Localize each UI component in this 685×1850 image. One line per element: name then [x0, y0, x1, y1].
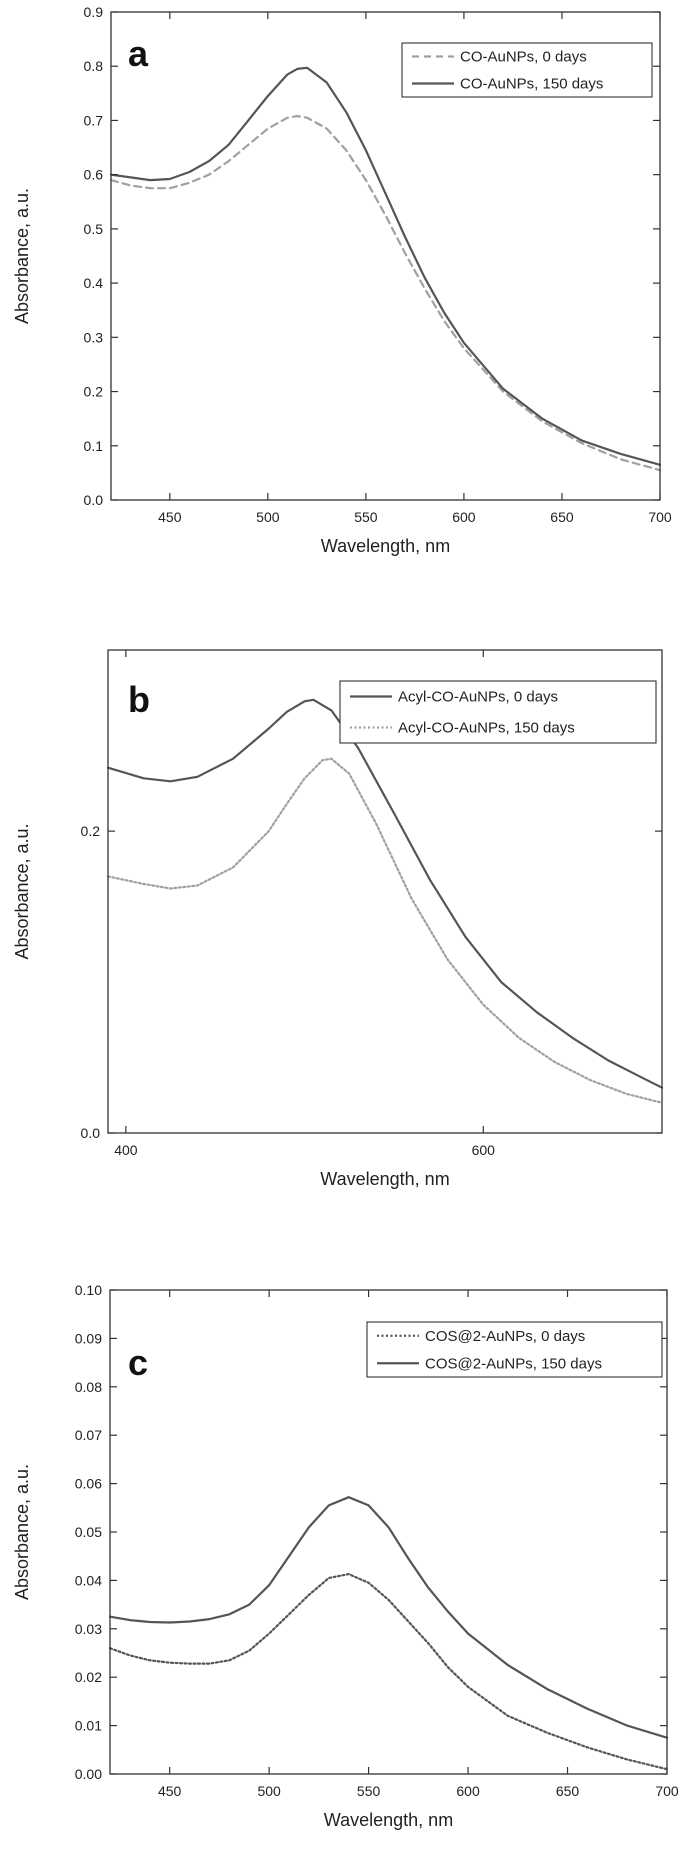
series-line-1: [109, 115, 662, 472]
legend-box: [401, 42, 653, 98]
legend-label-1: COS@2-AuNPs, 0 days: [425, 1328, 585, 1345]
series-line-2: [109, 66, 662, 466]
x-tick-label: 700: [648, 509, 672, 525]
x-tick-label: 450: [158, 509, 182, 525]
y-tick-label: 0.0: [81, 1125, 101, 1141]
x-tick-label: 600: [472, 1142, 496, 1158]
x-tick-label: 700: [655, 1783, 679, 1799]
legend-label-2: CO-AuNPs, 150 days: [460, 76, 603, 93]
y-tick-label: 0.09: [75, 1330, 102, 1346]
chart-panel-a: 450 500 550 600 650 700 0.0 0.1 0.2 0.3 0.4 0.5 0.6 0…: [12, 4, 672, 556]
y-tick-label: 0.08: [75, 1379, 102, 1395]
panel-letter: a: [128, 33, 149, 74]
x-tick-label: 500: [257, 1783, 281, 1799]
legend-box: [366, 1321, 663, 1378]
y-tick-label: 0.07: [75, 1427, 102, 1443]
y-axis-title: Absorbance, a.u.: [12, 1464, 32, 1600]
legend-box: [339, 680, 657, 744]
y-tick-label: 0.03: [75, 1621, 102, 1637]
y-tick-label: 0.2: [81, 823, 101, 839]
y-tick-label: 0.01: [75, 1718, 102, 1734]
x-axis-title: Wavelength, nm: [320, 1169, 449, 1189]
y-tick-label: 0.8: [84, 58, 104, 74]
panel-letter: c: [128, 1342, 148, 1383]
chart-panel-c: 450 500 550 600 650 700 0.00 0.01 0.02 0.03 0.04 0.…: [12, 1282, 679, 1830]
y-tick-label: 0.04: [75, 1572, 102, 1588]
x-tick-label: 550: [354, 509, 378, 525]
legend: CO-AuNPs, 0 days CO-AuNPs, 150 days: [401, 42, 653, 98]
x-tick-label: 400: [114, 1142, 138, 1158]
legend-label-2: Acyl-CO-AuNPs, 150 days: [398, 720, 575, 737]
plot-frame: [107, 649, 663, 1134]
legend: Acyl-CO-AuNPs, 0 days Acyl-CO-AuNPs, 150 …: [339, 680, 657, 744]
series-line-2: [106, 757, 664, 1104]
y-tick-label: 0.9: [84, 4, 104, 20]
x-tick-label: 650: [556, 1783, 580, 1799]
legend: COS@2-AuNPs, 0 days COS@2-AuNPs, 150 days: [366, 1321, 663, 1378]
x-axis-title: Wavelength, nm: [324, 1810, 453, 1830]
y-tick-label: 0.4: [84, 275, 104, 291]
y-tick-label: 0.06: [75, 1476, 102, 1492]
y-axis-title: Absorbance, a.u.: [12, 188, 32, 324]
x-tick-label: 600: [452, 509, 476, 525]
x-axis-title: Wavelength, nm: [321, 536, 450, 556]
y-tick-label: 0.3: [84, 329, 104, 345]
x-tick-label: 500: [256, 509, 280, 525]
y-tick-label: 0.7: [84, 112, 104, 128]
plot-frame: [110, 11, 661, 501]
legend-label-2: COS@2-AuNPs, 150 days: [425, 1355, 602, 1372]
x-tick-label: 650: [550, 509, 574, 525]
series-line-1: [108, 1573, 669, 1771]
y-tick-label: 0.0: [84, 492, 104, 508]
y-axis-title: Absorbance, a.u.: [12, 823, 32, 959]
legend-label-1: CO-AuNPs, 0 days: [460, 49, 587, 66]
x-tick-label: 600: [456, 1783, 480, 1799]
y-tick-label: 0.5: [84, 221, 104, 237]
y-tick-label: 0.2: [84, 384, 104, 400]
y-tick-label: 0.10: [75, 1282, 102, 1298]
y-tick-label: 0.1: [84, 438, 104, 454]
y-tick-label: 0.02: [75, 1669, 102, 1685]
chart-panel-b: 400 600 0.0 0.2 Wavelength, nm Absorbance, a.…: [12, 649, 664, 1189]
series-line-2: [108, 1496, 669, 1739]
y-tick-label: 0.6: [84, 167, 104, 183]
x-tick-label: 550: [357, 1783, 381, 1799]
x-tick-label: 450: [158, 1783, 182, 1799]
series-line-1: [106, 698, 664, 1089]
panel-letter: b: [128, 679, 150, 720]
legend-label-1: Acyl-CO-AuNPs, 0 days: [398, 689, 558, 706]
y-tick-label: 0.00: [75, 1766, 102, 1782]
y-tick-label: 0.05: [75, 1524, 102, 1540]
